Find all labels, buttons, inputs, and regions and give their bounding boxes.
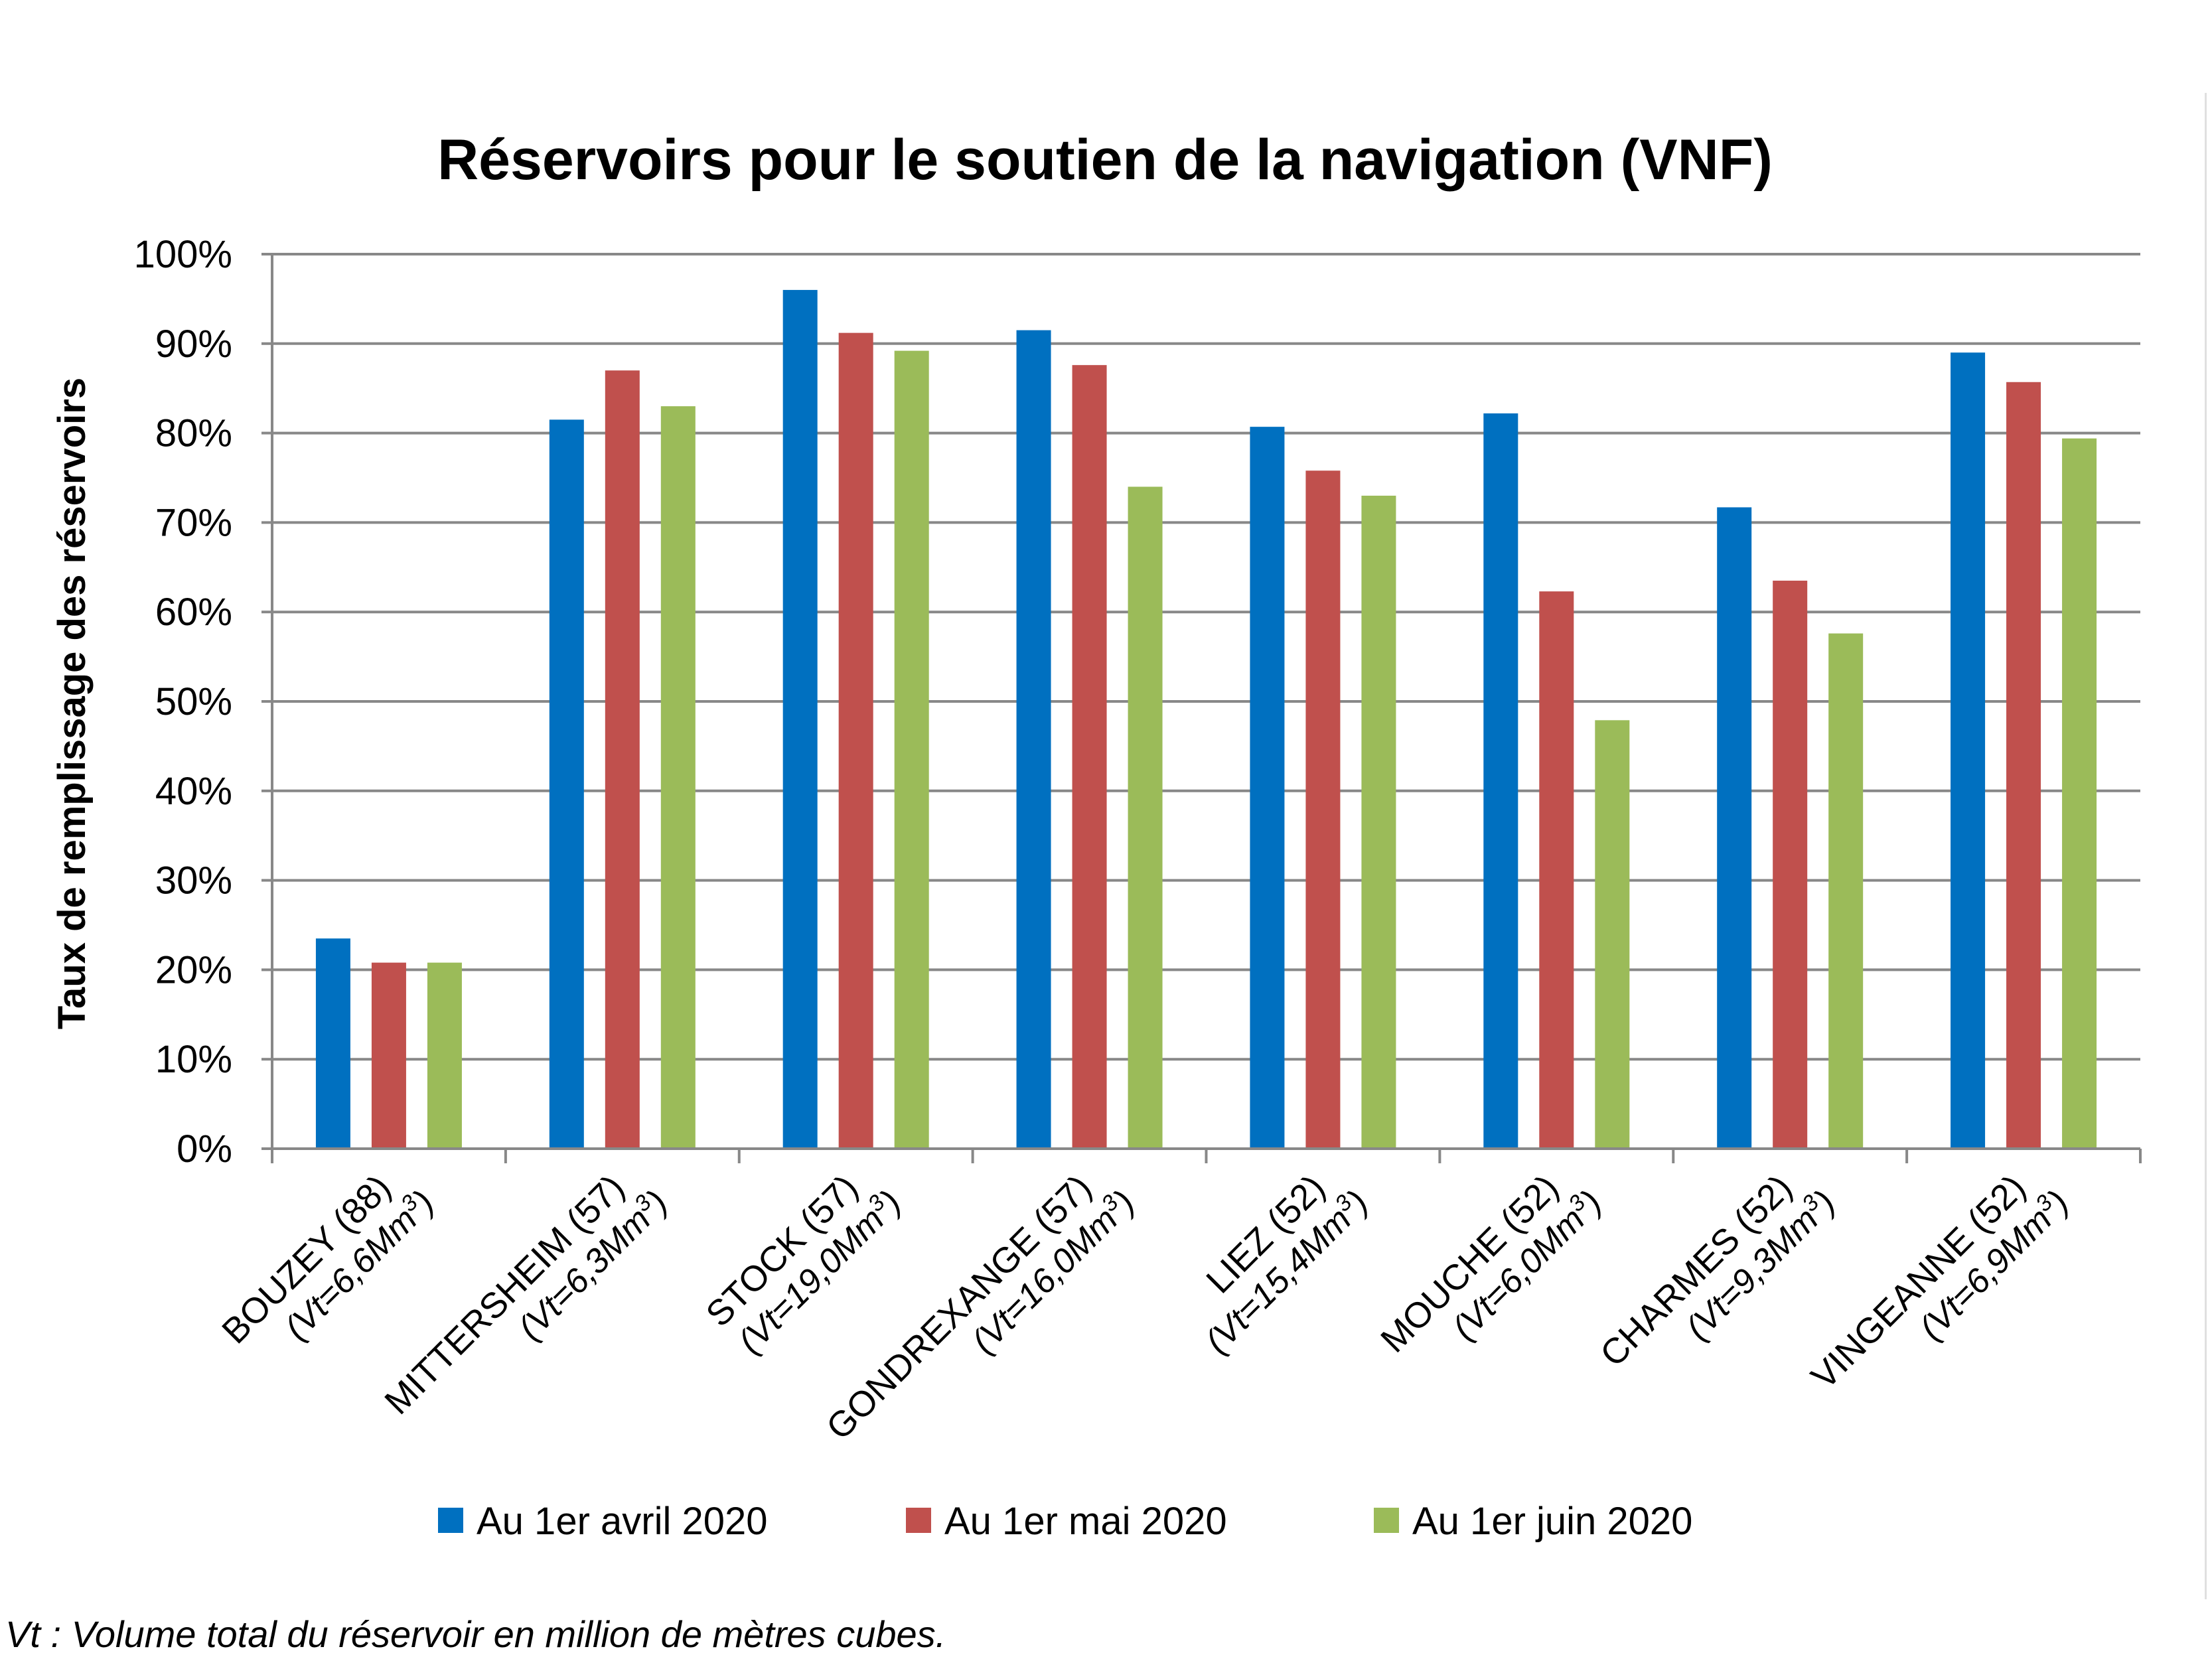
- legend-label-0: Au 1er avril 2020: [477, 1500, 767, 1543]
- y-tick-label: 0%: [177, 1127, 232, 1171]
- legend-swatch-2: [1374, 1508, 1399, 1533]
- bar-6-1: [1773, 581, 1808, 1149]
- y-tick-label: 80%: [155, 412, 232, 455]
- x-tick-label: MOUCHE (52)(Vt=6,0Mm3): [1373, 1167, 1609, 1360]
- legend-label-1: Au 1er mai 2020: [944, 1500, 1227, 1543]
- y-tick-label: 20%: [155, 948, 232, 991]
- y-tick-label: 60%: [155, 591, 232, 634]
- bars: [315, 289, 2097, 1149]
- x-tick-label: VINGEANNE (52)(Vt=6,9Mm3): [1804, 1167, 2077, 1397]
- bar-2-2: [894, 350, 929, 1149]
- x-tick-labels: BOUZEY (88)(Vt=6,6Mm3)MITTERSHEIM (57)(V…: [214, 1167, 2077, 1447]
- x-tick-label: CHARMES (52)(Vt=9,3Mm3): [1593, 1167, 1843, 1374]
- bar-7-2: [2062, 438, 2097, 1149]
- y-tick-label: 30%: [155, 859, 232, 902]
- bar-7-0: [1951, 352, 1986, 1149]
- legend-swatch-1: [906, 1508, 931, 1533]
- bar-3-0: [1016, 330, 1051, 1149]
- bar-5-1: [1539, 591, 1574, 1149]
- bar-6-0: [1717, 507, 1752, 1149]
- bar-2-1: [838, 332, 873, 1149]
- right-border-line: [2205, 93, 2207, 1599]
- bar-1-2: [660, 406, 696, 1149]
- bar-7-1: [2006, 382, 2041, 1149]
- x-tick-label: LIEZ (52)(Vt=15,4Mm3): [1198, 1167, 1376, 1361]
- axes: [271, 254, 2142, 1163]
- x-tick-label: STOCK (57)(Vt=19,0Mm3): [698, 1167, 909, 1361]
- y-tick-label: 90%: [155, 323, 232, 366]
- bar-5-2: [1595, 720, 1630, 1149]
- bar-0-1: [371, 962, 406, 1149]
- bar-4-1: [1305, 470, 1341, 1149]
- bar-2-0: [782, 289, 818, 1149]
- x-tick-label: BOUZEY (88)(Vt=6,6Mm3): [214, 1167, 441, 1351]
- y-tick-labels: 0% 10% 20% 30% 40% 50% 60% 70% 80% 90% 100%: [134, 233, 232, 1171]
- bar-6-2: [1828, 633, 1864, 1149]
- legend: Au 1er avril 2020 Au 1er mai 2020 Au 1er j…: [438, 1500, 1692, 1543]
- y-tick-label: 10%: [155, 1038, 232, 1081]
- bar-4-0: [1250, 427, 1285, 1149]
- y-tick-label: 50%: [155, 680, 232, 723]
- y-tick-label: 70%: [155, 501, 232, 544]
- bar-1-0: [549, 419, 584, 1149]
- y-axis-label: Taux de remplissage des réservoirs: [50, 378, 94, 1029]
- legend-swatch-0: [438, 1508, 463, 1533]
- bar-3-1: [1072, 365, 1107, 1149]
- bar-0-2: [427, 962, 462, 1149]
- y-tick-label: 40%: [155, 770, 232, 813]
- chart-title: Réservoirs pour le soutien de la navigat…: [437, 128, 1773, 192]
- bar-5-0: [1483, 413, 1518, 1149]
- bar-1-1: [605, 370, 640, 1149]
- bar-4-2: [1361, 495, 1396, 1149]
- footnote: Vt : Volume total du réservoir en millio…: [5, 1613, 946, 1655]
- legend-label-2: Au 1er juin 2020: [1412, 1500, 1692, 1543]
- y-tick-label: 100%: [134, 233, 232, 276]
- bar-3-2: [1128, 486, 1163, 1149]
- bar-0-0: [315, 938, 350, 1149]
